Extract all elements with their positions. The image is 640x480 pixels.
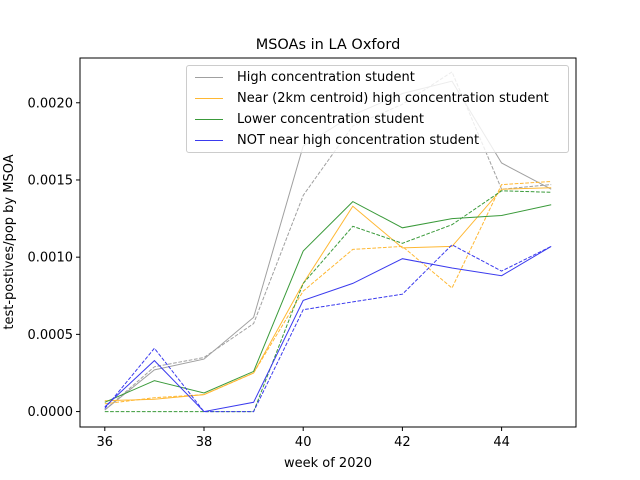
plot-frame: [79, 57, 577, 428]
x-tick-label: 40: [295, 435, 312, 450]
y-tick-label: 0.0000: [28, 405, 74, 420]
y-tick-label: 0.0015: [28, 173, 74, 188]
legend-item-high-concentration: High concentration student: [195, 67, 415, 87]
legend-item-near-high-concentration: Near (2km centroid) high concentration s…: [195, 88, 549, 108]
legend-swatch: [195, 139, 223, 141]
series-line-4-solid: [104, 200, 552, 403]
y-tick-label: 0.0010: [28, 251, 74, 266]
legend-label: Near (2km centroid) high concentration s…: [237, 90, 549, 106]
series-line-7-dashed: [104, 244, 552, 413]
y-ticks: 0.0000 0.0005 0.0010 0.0015 0.0020: [28, 96, 80, 420]
legend-label: High concentration student: [237, 69, 415, 85]
x-tick-label: 44: [493, 435, 510, 450]
chart-title: MSOAs in LA Oxford: [256, 37, 401, 53]
x-ticks: 36 38 40 42 44: [97, 427, 510, 450]
x-tick-label: 42: [394, 435, 411, 450]
legend-label: NOT near high concentration student: [237, 132, 480, 148]
legend-item-not-near-high-concentration: NOT near high concentration student: [195, 130, 479, 150]
legend-label: Lower concentration student: [237, 111, 424, 127]
legend: High concentration student Near (2km cen…: [186, 65, 569, 153]
legend-swatch: [195, 97, 223, 99]
y-tick-label: 0.0005: [28, 328, 74, 343]
y-axis-label: test-postives/pop by MSOA: [2, 154, 17, 329]
legend-swatch: [195, 76, 223, 78]
series-line-5-dashed: [104, 190, 552, 413]
series-line-2-solid: [104, 187, 552, 402]
x-axis-label: week of 2020: [284, 456, 372, 471]
y-tick-label: 0.0020: [28, 96, 74, 111]
series-line-6-solid: [104, 245, 552, 413]
legend-item-lower-concentration: Lower concentration student: [195, 109, 424, 129]
legend-swatch: [195, 118, 223, 120]
x-tick-label: 36: [97, 435, 114, 450]
series-line-3-dashed: [104, 181, 552, 405]
x-tick-label: 38: [196, 435, 213, 450]
series-line-1-dashed: [104, 71, 552, 411]
